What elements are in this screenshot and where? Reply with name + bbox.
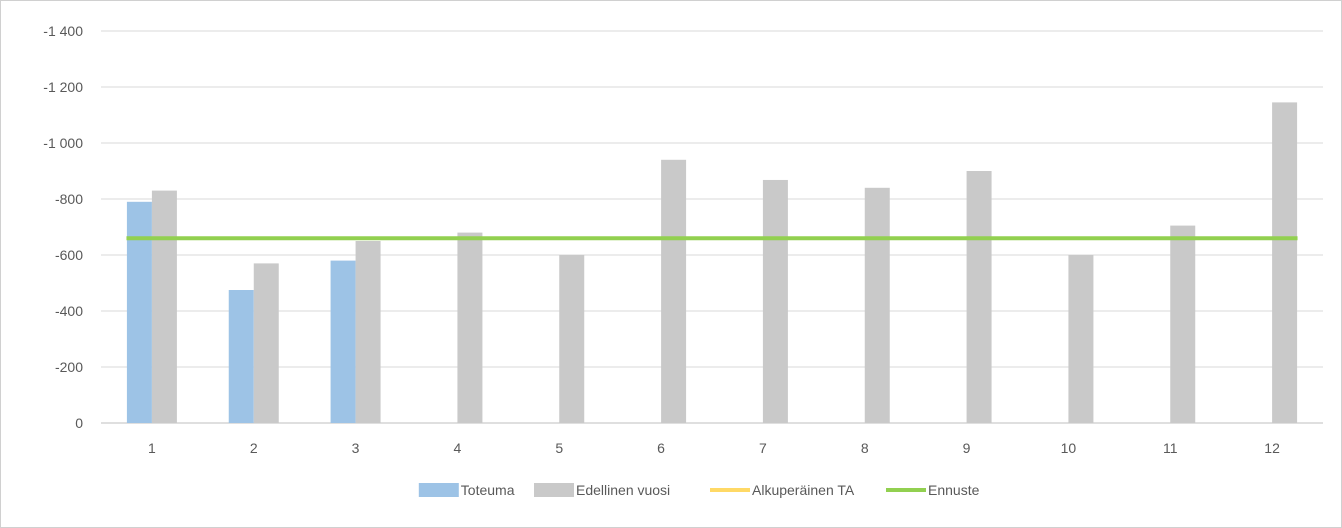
y-tick-label: -1 200 [43, 79, 83, 95]
y-tick-label: 0 [75, 415, 83, 431]
x-tick-label: 4 [454, 440, 462, 456]
legend-label: Edellinen vuosi [576, 482, 670, 498]
x-tick-label: 12 [1264, 440, 1280, 456]
y-tick-label: -1 000 [43, 135, 83, 151]
x-tick-label: 2 [250, 440, 258, 456]
x-tick-label: 10 [1061, 440, 1077, 456]
bar-toteuma-3 [330, 260, 356, 423]
bar-toteuma-2 [228, 290, 254, 423]
y-tick-label: -800 [55, 191, 83, 207]
legend-item-alkuper-inen-ta: Alkuperäinen TA [710, 482, 855, 498]
bar-toteuma-1 [126, 201, 152, 423]
y-tick-label: -1 400 [43, 23, 83, 39]
legend-item-edellinen-vuosi: Edellinen vuosi [534, 482, 670, 498]
x-tick-label: 5 [555, 440, 563, 456]
legend-swatch [534, 483, 574, 497]
y-tick-label: -600 [55, 247, 83, 263]
bar-edellinen-vuosi-4 [457, 232, 483, 423]
x-tick-label: 8 [861, 440, 869, 456]
bar-edellinen-vuosi-9 [966, 171, 992, 423]
bar-edellinen-vuosi-5 [559, 255, 585, 423]
x-tick-label: 3 [352, 440, 360, 456]
gridlines [101, 30, 1323, 424]
x-tick-label: 7 [759, 440, 767, 456]
legend-label: Ennuste [928, 482, 980, 498]
bar-edellinen-vuosi-11 [1170, 225, 1196, 423]
x-tick-label: 6 [657, 440, 665, 456]
legend: Toteuma Edellinen vuosi Alkuperäinen TA Enn… [418, 482, 980, 498]
legend-item-toteuma: Toteuma [418, 482, 515, 498]
bar-edellinen-vuosi-8 [864, 187, 890, 423]
y-tick-label: -200 [55, 359, 83, 375]
bar-edellinen-vuosi-7 [762, 179, 788, 423]
y-tick-label: -400 [55, 303, 83, 319]
x-tick-label: 11 [1163, 440, 1178, 456]
legend-item-ennuste: Ennuste [886, 482, 980, 498]
legend-label: Alkuperäinen TA [752, 482, 855, 498]
bar-edellinen-vuosi-3 [355, 241, 381, 423]
x-tick-label: 9 [963, 440, 971, 456]
legend-label: Toteuma [461, 482, 515, 498]
x-tick-label: 1 [148, 440, 156, 456]
legend-swatch [418, 483, 459, 497]
bar-edellinen-vuosi-1 [151, 190, 177, 423]
bar-edellinen-vuosi-2 [253, 263, 279, 423]
bar-edellinen-vuosi-12 [1272, 102, 1298, 424]
bars [126, 102, 1298, 424]
bar-edellinen-vuosi-6 [661, 159, 687, 424]
bar-edellinen-vuosi-10 [1068, 255, 1094, 423]
